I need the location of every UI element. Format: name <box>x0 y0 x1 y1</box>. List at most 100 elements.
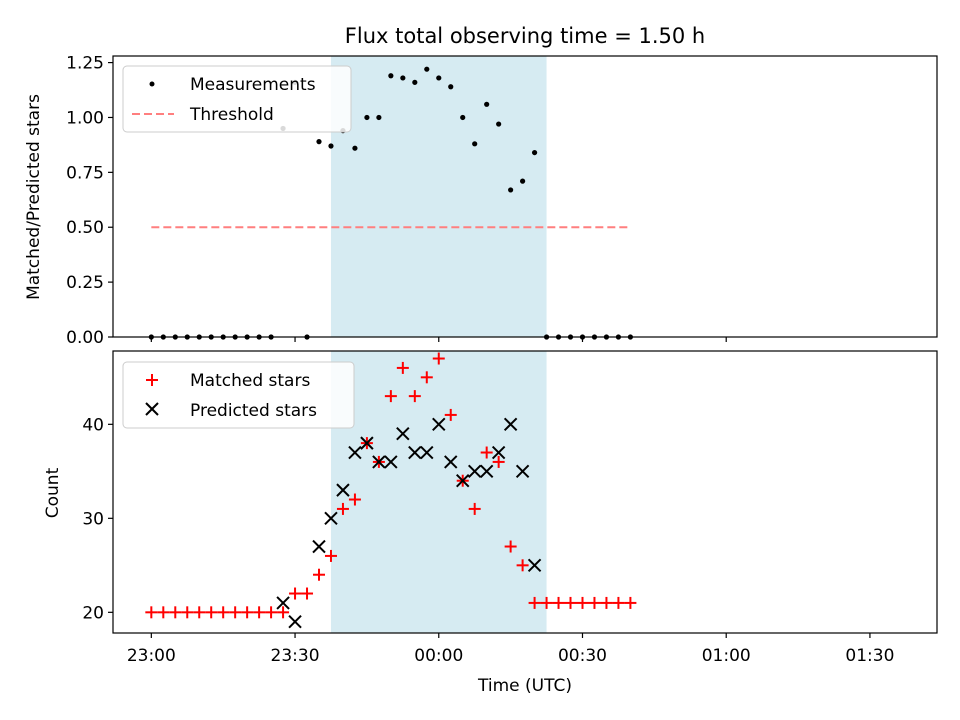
predicted-star-point <box>384 455 398 469</box>
top-panel: 0.00 0.25 0.50 0.75 1.00 1.25 Matched/Predict… <box>24 54 938 348</box>
top-legend: Measurements Threshold <box>122 65 352 133</box>
legend-predicted-marker <box>145 402 159 416</box>
bottom-y-axis-label: Count <box>43 467 63 518</box>
matched-star-point <box>420 371 433 384</box>
measurement-point <box>484 101 490 107</box>
x-tick-label: 23:00 <box>127 646 176 666</box>
matched-star-point <box>600 596 613 609</box>
matched-star-point <box>492 455 505 468</box>
matched-star-point <box>432 352 445 365</box>
matched-star-point <box>384 390 397 403</box>
matched-star-point <box>265 606 278 619</box>
matched-star-point <box>612 596 625 609</box>
predicted-star-point <box>372 455 386 469</box>
top-x-ticks <box>150 337 727 342</box>
top-y-tick-label: 0.50 <box>66 218 104 238</box>
predicted-star-point <box>348 445 362 460</box>
bottom-predicted-points <box>276 417 542 629</box>
predicted-star-point <box>396 427 410 441</box>
measurement-point <box>328 143 334 149</box>
measurement-point <box>400 75 406 81</box>
matched-star-point <box>324 549 337 562</box>
measurement-point <box>531 149 538 156</box>
matched-star-point <box>217 606 230 619</box>
measurement-point <box>388 73 394 79</box>
x-tick-label: 01:00 <box>702 646 751 666</box>
bottom-legend: Matched stars Predicted stars <box>122 361 355 429</box>
matched-star-point <box>301 587 314 600</box>
predicted-star-point <box>288 615 302 629</box>
legend-matched-label: Matched stars <box>190 371 310 391</box>
top-y-axis: 0.00 0.25 0.50 0.75 1.00 1.25 <box>66 54 113 348</box>
matched-star-point <box>576 596 589 609</box>
predicted-star-point <box>467 464 482 479</box>
bottom-y-tick-label: 20 <box>82 603 104 623</box>
matched-star-point <box>552 596 565 609</box>
legend-matched-marker <box>146 374 158 386</box>
predicted-star-point <box>324 511 338 526</box>
legend-measurements-marker <box>149 81 155 87</box>
predicted-star-point <box>515 464 530 479</box>
predicted-star-point <box>408 445 422 460</box>
measurement-point <box>412 79 418 85</box>
matched-star-point <box>624 596 637 609</box>
matched-star-point <box>504 540 517 553</box>
matched-star-point <box>289 587 302 600</box>
matched-star-point <box>540 596 553 609</box>
measurement-point <box>508 187 514 193</box>
predicted-star-point <box>276 596 290 610</box>
top-legend-box <box>122 65 352 133</box>
predicted-star-point <box>432 417 446 432</box>
predicted-star-point <box>491 445 506 460</box>
predicted-star-point <box>360 436 374 450</box>
matched-star-point <box>588 596 601 609</box>
x-tick-label: 23:30 <box>271 646 320 666</box>
legend-threshold-label: Threshold <box>189 105 274 125</box>
matched-star-point <box>528 596 541 609</box>
legend-predicted-label: Predicted stars <box>190 401 317 421</box>
legend-measurements-label: Measurements <box>190 75 316 95</box>
matched-star-point <box>348 493 361 506</box>
matched-star-point <box>313 568 325 581</box>
x-axis-label: Time (UTC) <box>477 676 572 696</box>
measurement-point <box>472 141 478 147</box>
matched-star-point <box>169 606 182 619</box>
matched-star-point <box>145 606 158 619</box>
measurement-point <box>376 114 382 121</box>
matched-star-point <box>253 606 266 619</box>
matched-star-point <box>336 502 349 515</box>
top-y-tick-label: 0.25 <box>66 273 104 293</box>
measurement-point <box>436 75 442 81</box>
x-tick-label: 00:30 <box>558 646 607 666</box>
measurement-point <box>352 145 358 151</box>
matched-star-point <box>396 361 409 374</box>
measurement-point <box>424 66 430 72</box>
bottom-legend-box <box>122 361 355 429</box>
measurement-point <box>496 121 502 127</box>
measurement-point <box>520 178 526 184</box>
bottom-y-tick-label: 30 <box>82 509 104 529</box>
predicted-star-point <box>420 445 434 460</box>
top-y-tick-label: 1.00 <box>66 108 104 128</box>
x-tick-label: 00:00 <box>414 646 463 666</box>
matched-star-point <box>480 446 493 459</box>
chart-title: Flux total observing time = 1.50 h <box>345 24 705 48</box>
matched-star-point <box>277 606 290 619</box>
top-y-tick-label: 1.25 <box>66 54 104 74</box>
matched-star-point <box>444 408 457 421</box>
top-y-tick-label: 0.00 <box>66 328 104 348</box>
matched-star-point <box>516 559 529 572</box>
matched-star-point <box>241 606 254 619</box>
matched-star-point <box>229 606 242 619</box>
bottom-y-tick-label: 40 <box>82 415 104 435</box>
matched-star-point <box>157 606 170 619</box>
predicted-star-point <box>456 474 470 488</box>
measurement-point <box>316 139 322 145</box>
matched-star-point <box>408 390 421 403</box>
top-observing-window <box>330 56 547 337</box>
predicted-star-point <box>527 558 542 573</box>
top-axes-frame <box>112 55 938 338</box>
